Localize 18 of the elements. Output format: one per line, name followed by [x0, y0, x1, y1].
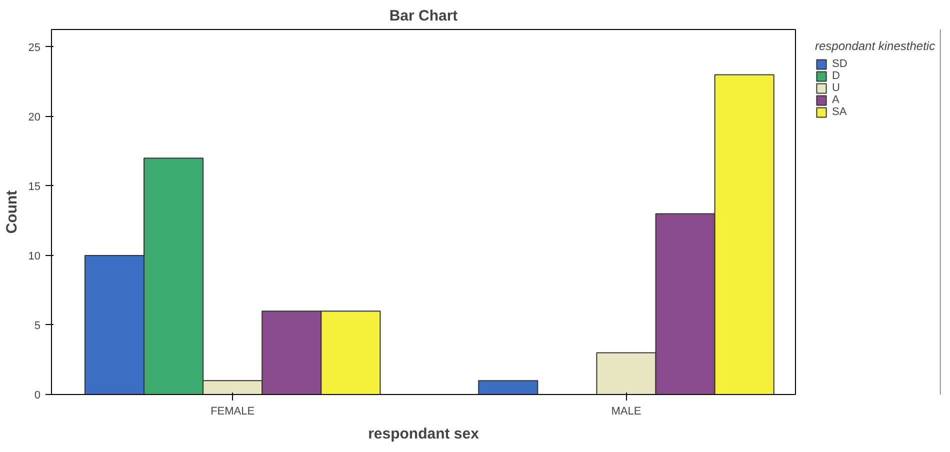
legend-label: SD	[832, 58, 848, 70]
x-tick-label: FEMALE	[210, 406, 255, 418]
legend-label: SA	[832, 106, 848, 118]
legend-label: U	[832, 82, 841, 94]
legend-label: D	[832, 70, 841, 82]
chart-title: Bar Chart	[389, 8, 458, 24]
y-tick-label: 20	[28, 111, 41, 124]
y-tick-label: 25	[28, 42, 41, 54]
y-tick-label: 0	[34, 390, 41, 402]
y-axis-title: Count	[3, 190, 20, 234]
legend-title: respondant kinesthetic	[815, 39, 936, 53]
x-tick-label: MALE	[611, 406, 642, 418]
y-tick-label: 5	[34, 320, 41, 332]
x-axis-title: respondant sex	[368, 426, 480, 442]
legend-label: A	[832, 94, 840, 106]
y-tick-label: 10	[28, 250, 41, 262]
bar	[478, 380, 538, 394]
y-tick-label: 15	[28, 180, 41, 193]
